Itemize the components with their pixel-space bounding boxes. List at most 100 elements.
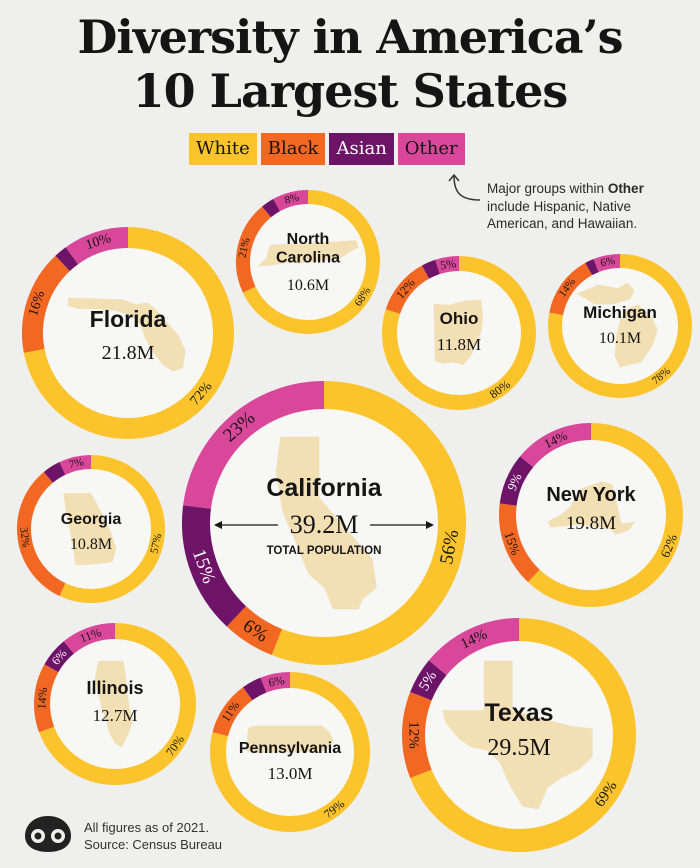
state-shape-texas bbox=[442, 660, 593, 810]
title-line-1: Diversity in America’s bbox=[77, 10, 624, 64]
pct-label-michigan-other: 6% bbox=[599, 255, 616, 270]
segment-california-other bbox=[183, 381, 325, 510]
segment-michigan-white bbox=[548, 254, 692, 398]
footer-date: All figures as of 2021. bbox=[84, 820, 210, 835]
total-population-label: TOTAL POPULATION bbox=[267, 545, 382, 557]
state-population-michigan: 10.1M bbox=[599, 330, 641, 347]
state-name-ohio: Ohio bbox=[440, 309, 479, 328]
other-group-note: Major groups within Other include Hispan… bbox=[487, 180, 687, 233]
legend: White Black Asian Other bbox=[189, 133, 465, 165]
pct-label-new-york-asian: 9% bbox=[504, 471, 525, 493]
segment-florida-white bbox=[23, 227, 234, 439]
legend-black: Black bbox=[260, 133, 326, 165]
segment-illinois-other bbox=[63, 623, 116, 654]
segment-new-york-asian bbox=[499, 456, 534, 506]
segment-michigan-asian bbox=[585, 259, 599, 276]
pct-label-pennsylvania-other: 6% bbox=[267, 673, 285, 690]
segment-california-black bbox=[226, 605, 283, 656]
pct-label-texas-black: 12% bbox=[406, 721, 422, 749]
segment-ohio-asian bbox=[421, 259, 440, 279]
state-shape-ohio bbox=[433, 299, 484, 366]
segment-north-carolina-other bbox=[273, 190, 309, 212]
segment-california-asian bbox=[182, 505, 247, 627]
segment-michigan-other bbox=[593, 254, 621, 273]
segment-georgia-other bbox=[59, 455, 92, 475]
segment-georgia-asian bbox=[43, 462, 66, 483]
legend-other: Other bbox=[397, 133, 465, 165]
segment-pennsylvania-white bbox=[210, 672, 370, 832]
pct-label-georgia-white: 57% bbox=[148, 532, 164, 554]
pct-label-north-carolina-other: 8% bbox=[283, 191, 300, 206]
state-population-ohio: 11.8M bbox=[437, 335, 481, 354]
visual-capitalist-logo-icon bbox=[25, 816, 71, 852]
state-name-texas: Texas bbox=[484, 699, 553, 727]
arrow-left-icon bbox=[214, 521, 222, 529]
state-name-florida: Florida bbox=[90, 306, 167, 332]
segment-texas-black bbox=[402, 691, 432, 779]
legend-white: White bbox=[189, 133, 257, 165]
segment-pennsylvania-other bbox=[260, 672, 291, 693]
pct-label-georgia-black: 32% bbox=[17, 527, 31, 549]
segment-texas-asian bbox=[410, 660, 447, 701]
segment-pennsylvania-asian bbox=[242, 677, 267, 701]
segment-georgia-white bbox=[59, 455, 165, 603]
pct-label-georgia-other: 7% bbox=[68, 456, 85, 471]
segment-north-carolina-black bbox=[236, 206, 272, 293]
state-name-north-carolina: North Carolina bbox=[276, 231, 340, 266]
segment-illinois-asian bbox=[44, 641, 75, 673]
state-population-north-carolina: 10.6M bbox=[287, 277, 329, 294]
state-population-illinois: 12.7M bbox=[93, 706, 138, 725]
segment-ohio-other bbox=[435, 256, 460, 275]
pct-label-illinois-black: 14% bbox=[34, 687, 50, 710]
state-shape-north-carolina bbox=[257, 240, 359, 267]
state-population-pennsylvania: 13.0M bbox=[268, 764, 313, 783]
state-shape-georgia bbox=[63, 493, 117, 565]
state-shape-new-york bbox=[547, 481, 635, 535]
donut-georgia: 57% 32% 7% Georgia 10.8M bbox=[17, 455, 165, 603]
pct-label-ohio-other: 5% bbox=[439, 256, 457, 272]
state-population-florida: 21.8M bbox=[102, 342, 155, 364]
segment-florida-black bbox=[22, 255, 71, 353]
state-name-california: California bbox=[266, 474, 382, 502]
state-population-new-york: 19.8M bbox=[566, 513, 616, 534]
note-bold: Other bbox=[607, 181, 644, 196]
segment-georgia-black bbox=[17, 471, 66, 596]
state-shape-pennsylvania bbox=[246, 725, 334, 754]
note-suffix: include Hispanic, Native American, and H… bbox=[487, 198, 638, 232]
state-shape-california bbox=[275, 436, 377, 610]
segment-illinois-white bbox=[39, 623, 196, 785]
state-shape-florida bbox=[68, 297, 186, 372]
segment-michigan-black bbox=[549, 262, 593, 316]
note-prefix: Major groups within bbox=[487, 181, 608, 196]
state-population-georgia: 10.8M bbox=[70, 536, 112, 553]
arrow-right-icon bbox=[426, 521, 434, 529]
segment-texas-other bbox=[428, 618, 520, 676]
segment-texas-white bbox=[410, 618, 636, 852]
state-name-michigan: Michigan bbox=[583, 303, 657, 322]
segment-florida-other bbox=[65, 227, 129, 265]
state-name-pennsylvania: Pennsylvania bbox=[239, 740, 341, 757]
state-population-texas: 29.5M bbox=[487, 735, 550, 761]
state-name-georgia: Georgia bbox=[61, 511, 122, 528]
segment-new-york-black bbox=[499, 503, 540, 583]
state-shape-illinois bbox=[94, 660, 133, 748]
curved-arrow-icon bbox=[448, 173, 481, 201]
segment-north-carolina-white bbox=[242, 190, 380, 334]
segment-north-carolina-asian bbox=[262, 198, 281, 218]
pct-label-illinois-other: 11% bbox=[78, 625, 103, 645]
footer-source: Source: Census Bureau bbox=[84, 836, 223, 852]
legend-asian: Asian bbox=[329, 133, 394, 165]
segment-california-white bbox=[271, 381, 466, 665]
state-shape-michigan bbox=[576, 282, 658, 368]
segment-pennsylvania-black bbox=[212, 687, 253, 737]
state-name-illinois: Illinois bbox=[86, 678, 143, 698]
segment-ohio-white bbox=[382, 256, 536, 410]
